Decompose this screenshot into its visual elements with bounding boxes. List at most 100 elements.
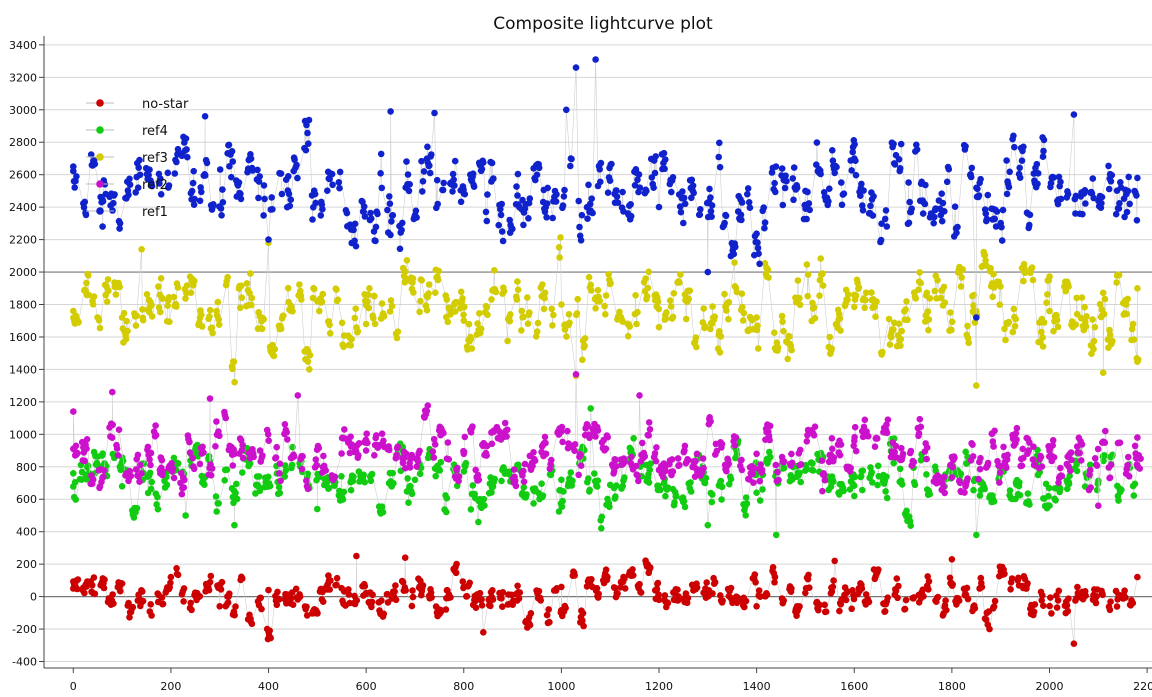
data-point	[601, 303, 608, 310]
data-point	[656, 204, 663, 211]
data-point	[586, 487, 593, 494]
data-point	[867, 203, 874, 210]
data-point	[914, 146, 921, 153]
data-point	[256, 473, 263, 480]
data-point	[755, 245, 762, 252]
data-point	[1040, 602, 1047, 609]
data-point	[646, 479, 653, 486]
data-point	[1090, 175, 1097, 182]
data-point	[647, 564, 654, 571]
data-point	[1100, 369, 1107, 376]
series-line	[73, 408, 1137, 535]
data-point	[202, 172, 209, 179]
data-point	[404, 475, 411, 482]
data-point	[595, 287, 602, 294]
data-point	[430, 448, 437, 455]
data-point	[1131, 492, 1138, 499]
data-point	[1134, 285, 1141, 292]
data-point	[216, 603, 223, 610]
data-point	[191, 201, 198, 208]
data-point	[851, 482, 858, 489]
data-point	[470, 170, 477, 177]
data-point	[244, 280, 251, 287]
data-point	[124, 328, 131, 335]
data-point	[1035, 170, 1042, 177]
data-point	[1055, 324, 1062, 331]
data-point	[335, 296, 342, 303]
data-point	[390, 480, 397, 487]
data-point	[661, 166, 668, 173]
data-point	[484, 304, 491, 311]
data-point	[476, 477, 483, 484]
data-point	[410, 289, 417, 296]
data-point	[226, 142, 233, 149]
data-point	[797, 447, 804, 454]
data-point	[1079, 294, 1086, 301]
data-point	[853, 292, 860, 299]
data-point	[231, 612, 238, 619]
data-point	[322, 467, 329, 474]
data-point	[160, 468, 167, 475]
data-point	[1020, 278, 1027, 285]
data-point	[329, 182, 336, 189]
data-point	[917, 280, 924, 287]
x-tick-label: 1600	[840, 680, 868, 693]
data-point	[977, 466, 984, 473]
data-point	[990, 443, 997, 450]
data-point	[675, 455, 682, 462]
data-point	[266, 627, 273, 634]
data-point	[138, 246, 145, 253]
data-point	[676, 462, 683, 469]
data-point	[898, 141, 905, 148]
data-point	[731, 251, 738, 258]
data-point	[578, 462, 585, 469]
data-point	[549, 322, 556, 329]
data-point	[381, 611, 388, 618]
data-point	[626, 323, 633, 330]
data-point	[811, 304, 818, 311]
data-point	[490, 596, 497, 603]
data-point	[197, 461, 204, 468]
data-point	[791, 164, 798, 171]
data-point	[1011, 306, 1018, 313]
data-point	[897, 342, 904, 349]
data-point	[959, 266, 966, 273]
data-point	[1109, 172, 1116, 179]
legend-label: ref2	[142, 178, 168, 193]
data-point	[934, 277, 941, 284]
data-point	[923, 456, 930, 463]
data-point	[731, 259, 738, 266]
data-point	[1125, 188, 1132, 195]
data-point	[432, 473, 439, 480]
data-point	[897, 466, 904, 473]
data-point	[1029, 264, 1036, 271]
data-point	[249, 621, 256, 628]
data-point	[316, 445, 323, 452]
y-tick-label: 3200	[9, 71, 37, 84]
data-point	[504, 426, 511, 433]
data-point	[248, 155, 255, 162]
data-point	[1071, 640, 1078, 647]
data-point	[154, 494, 161, 501]
data-point	[796, 603, 803, 610]
data-point	[847, 465, 854, 472]
data-point	[571, 447, 578, 454]
data-point	[734, 451, 741, 458]
data-point	[213, 508, 220, 515]
data-point	[100, 474, 107, 481]
data-point	[413, 208, 420, 215]
data-point	[744, 191, 751, 198]
data-point	[838, 441, 845, 448]
data-point	[272, 346, 279, 353]
data-point	[466, 321, 473, 328]
data-point	[1047, 594, 1054, 601]
y-tick-label: 2800	[9, 136, 37, 149]
x-tick-label: 400	[258, 680, 279, 693]
data-point	[784, 356, 791, 363]
data-point	[697, 206, 704, 213]
data-point	[539, 281, 546, 288]
data-point	[81, 590, 88, 597]
data-point	[817, 171, 824, 178]
data-point	[1039, 592, 1046, 599]
data-point	[148, 302, 155, 309]
